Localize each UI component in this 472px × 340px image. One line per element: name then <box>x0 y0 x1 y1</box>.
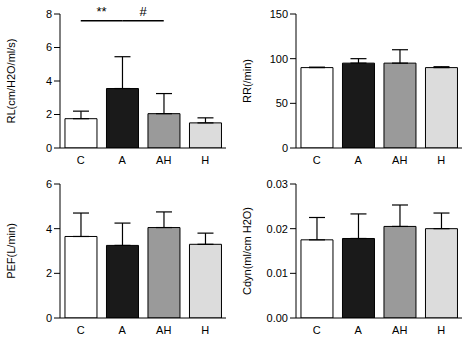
svg-text:0.02: 0.02 <box>267 223 288 235</box>
svg-text:4: 4 <box>46 75 52 87</box>
svg-text:A: A <box>119 154 127 166</box>
svg-text:0: 0 <box>46 142 52 154</box>
svg-text:0.00: 0.00 <box>267 312 288 324</box>
svg-text:0: 0 <box>46 312 52 324</box>
svg-text:4: 4 <box>46 223 52 235</box>
svg-text:0: 0 <box>282 142 288 154</box>
svg-text:AH: AH <box>156 154 171 166</box>
svg-text:0.01: 0.01 <box>267 267 288 279</box>
svg-text:C: C <box>313 154 321 166</box>
svg-text:PEF(L/min): PEF(L/min) <box>8 223 17 279</box>
svg-text:6: 6 <box>46 41 52 53</box>
svg-text:H: H <box>437 154 445 166</box>
svg-text:H: H <box>201 324 209 336</box>
svg-text:6: 6 <box>46 178 52 190</box>
svg-text:A: A <box>355 154 363 166</box>
svg-text:0.03: 0.03 <box>267 178 288 190</box>
svg-text:**: ** <box>96 4 106 19</box>
svg-text:AH: AH <box>392 324 407 336</box>
svg-text:AH: AH <box>392 154 407 166</box>
svg-text:2: 2 <box>46 267 52 279</box>
svg-text:C: C <box>77 154 85 166</box>
svg-text:8: 8 <box>46 8 52 20</box>
svg-text:H: H <box>201 154 209 166</box>
svg-text:#: # <box>139 4 147 19</box>
svg-text:RL(cm/H2O/ml/s): RL(cm/H2O/ml/s) <box>8 39 17 124</box>
svg-text:A: A <box>119 324 127 336</box>
svg-text:RR(/min): RR(/min) <box>241 59 253 103</box>
svg-text:150: 150 <box>270 8 288 20</box>
svg-text:C: C <box>77 324 85 336</box>
svg-text:2: 2 <box>46 108 52 120</box>
svg-text:H: H <box>437 324 445 336</box>
svg-text:AH: AH <box>156 324 171 336</box>
svg-text:C: C <box>313 324 321 336</box>
svg-text:50: 50 <box>276 97 288 109</box>
svg-text:Cdyn(ml/cm H2O): Cdyn(ml/cm H2O) <box>241 207 253 295</box>
svg-text:100: 100 <box>270 53 288 65</box>
svg-text:A: A <box>355 324 363 336</box>
